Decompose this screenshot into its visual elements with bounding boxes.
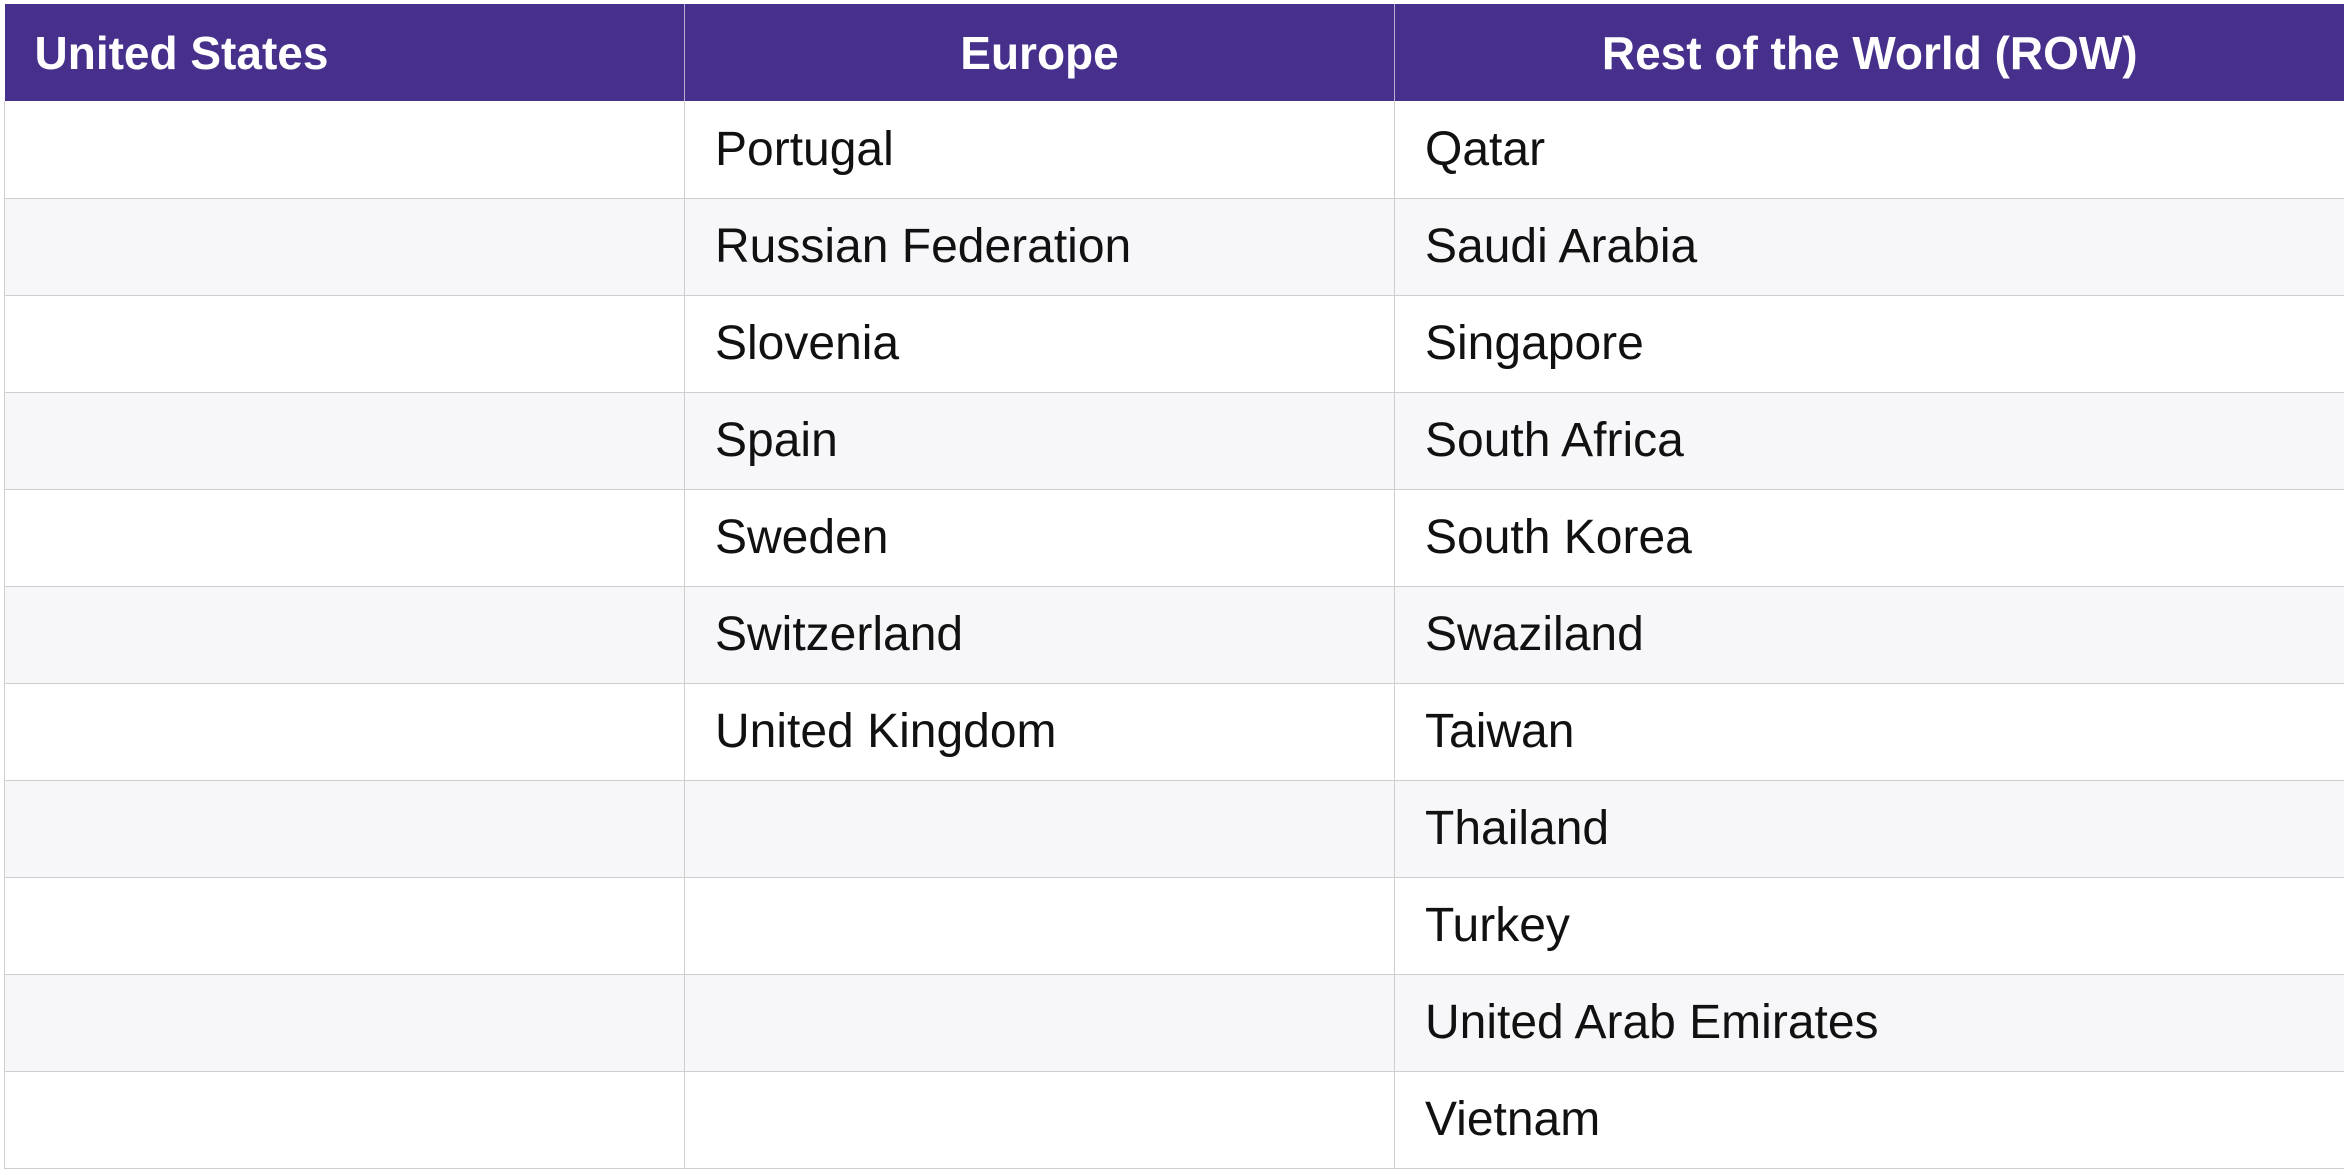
europe-cell: Switzerland <box>684 586 1395 684</box>
us-cell <box>4 683 685 781</box>
region-table: United States Europe Rest of the World (… <box>4 4 2344 1169</box>
us-cell <box>4 198 685 296</box>
row-cell: Taiwan <box>1394 683 2344 781</box>
header-row: United States Europe Rest of the World (… <box>4 4 2344 101</box>
table-row: Russian Federation Saudi Arabia <box>4 198 2344 296</box>
table-row: Slovenia Singapore <box>4 295 2344 393</box>
europe-cell <box>684 1071 1395 1169</box>
table-row: Turkey <box>4 877 2344 975</box>
row-cell: United Arab Emirates <box>1394 974 2344 1072</box>
table-row: Vietnam <box>4 1071 2344 1169</box>
row-cell: Vietnam <box>1394 1071 2344 1169</box>
table-header: United States Europe Rest of the World (… <box>4 4 2344 101</box>
table-body: Portugal Qatar Russian Federation Saudi Ara… <box>4 101 2344 1169</box>
europe-cell <box>684 780 1395 878</box>
europe-cell: Russian Federation <box>684 198 1395 296</box>
us-cell <box>4 586 685 684</box>
row-cell: South Africa <box>1394 392 2344 490</box>
row-cell: Saudi Arabia <box>1394 198 2344 296</box>
row-cell: Thailand <box>1394 780 2344 878</box>
header-rest-of-world: Rest of the World (ROW) <box>1394 4 2344 101</box>
europe-cell: Slovenia <box>684 295 1395 393</box>
table-row: Thailand <box>4 780 2344 878</box>
europe-cell: Spain <box>684 392 1395 490</box>
row-cell: Singapore <box>1394 295 2344 393</box>
row-cell: Swaziland <box>1394 586 2344 684</box>
header-united-states: United States <box>4 4 685 101</box>
europe-cell: Portugal <box>684 101 1395 199</box>
us-cell <box>4 974 685 1072</box>
row-cell: Qatar <box>1394 101 2344 199</box>
table-row: Portugal Qatar <box>4 101 2344 199</box>
header-europe: Europe <box>684 4 1395 101</box>
table-row: Spain South Africa <box>4 392 2344 490</box>
row-cell: Turkey <box>1394 877 2344 975</box>
table-row: Sweden South Korea <box>4 489 2344 587</box>
us-cell <box>4 295 685 393</box>
europe-cell <box>684 974 1395 1072</box>
row-cell: South Korea <box>1394 489 2344 587</box>
us-cell <box>4 392 685 490</box>
table-row: United Arab Emirates <box>4 974 2344 1072</box>
us-cell <box>4 877 685 975</box>
us-cell <box>4 1071 685 1169</box>
us-cell <box>4 101 685 199</box>
europe-cell: Sweden <box>684 489 1395 587</box>
us-cell <box>4 489 685 587</box>
europe-cell <box>684 877 1395 975</box>
us-cell <box>4 780 685 878</box>
table-row: United Kingdom Taiwan <box>4 683 2344 781</box>
table-row: Switzerland Swaziland <box>4 586 2344 684</box>
europe-cell: United Kingdom <box>684 683 1395 781</box>
